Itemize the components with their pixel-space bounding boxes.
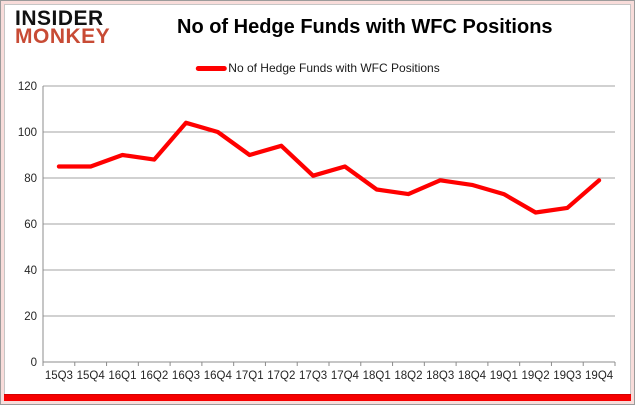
x-tick-label: 19Q2 xyxy=(521,370,549,382)
x-tick-label: 16Q4 xyxy=(204,370,233,382)
x-tick-label: 16Q3 xyxy=(172,370,200,382)
legend-line-swatch xyxy=(195,65,227,71)
x-tick-label: 15Q4 xyxy=(77,370,106,382)
x-tick-label: 17Q4 xyxy=(331,370,360,382)
x-tick-label: 18Q1 xyxy=(363,370,391,382)
x-tick-label: 18Q2 xyxy=(394,370,422,382)
legend: No of Hedge Funds with WFC Positions xyxy=(195,61,440,75)
logo-text-monkey: MONKEY xyxy=(15,25,111,49)
y-tick-label: 80 xyxy=(24,173,37,185)
logo-text-insider: INSIDER xyxy=(15,7,104,30)
chart-container: INSIDER MONKEY No of Hedge Funds with WF… xyxy=(4,4,631,394)
x-tick-label: 16Q2 xyxy=(140,370,168,382)
x-tick-label: 17Q1 xyxy=(235,370,263,382)
x-tick-label: 15Q3 xyxy=(45,370,73,382)
insider-monkey-logo: INSIDER MONKEY xyxy=(15,7,111,49)
x-tick-label: 18Q4 xyxy=(458,370,487,382)
series-line xyxy=(56,120,602,215)
y-tick-label: 120 xyxy=(18,81,37,93)
chart-title: No of Hedge Funds with WFC Positions xyxy=(177,16,553,38)
x-tick-label: 19Q3 xyxy=(553,370,581,382)
x-tick-label: 19Q4 xyxy=(585,370,614,382)
y-tick-label: 40 xyxy=(24,265,37,277)
x-tick-label: 16Q1 xyxy=(108,370,136,382)
x-tick-label: 18Q3 xyxy=(426,370,454,382)
y-tick-label: 60 xyxy=(24,219,37,231)
y-tick-label: 100 xyxy=(18,127,37,139)
legend-label: No of Hedge Funds with WFC Positions xyxy=(228,61,440,75)
red-bottom-bar xyxy=(4,394,631,401)
x-tick-label: 17Q3 xyxy=(299,370,327,382)
y-tick-label: 20 xyxy=(24,311,37,323)
x-tick-label: 19Q1 xyxy=(490,370,518,382)
y-tick-label: 0 xyxy=(31,357,37,369)
x-tick-label: 17Q2 xyxy=(267,370,295,382)
